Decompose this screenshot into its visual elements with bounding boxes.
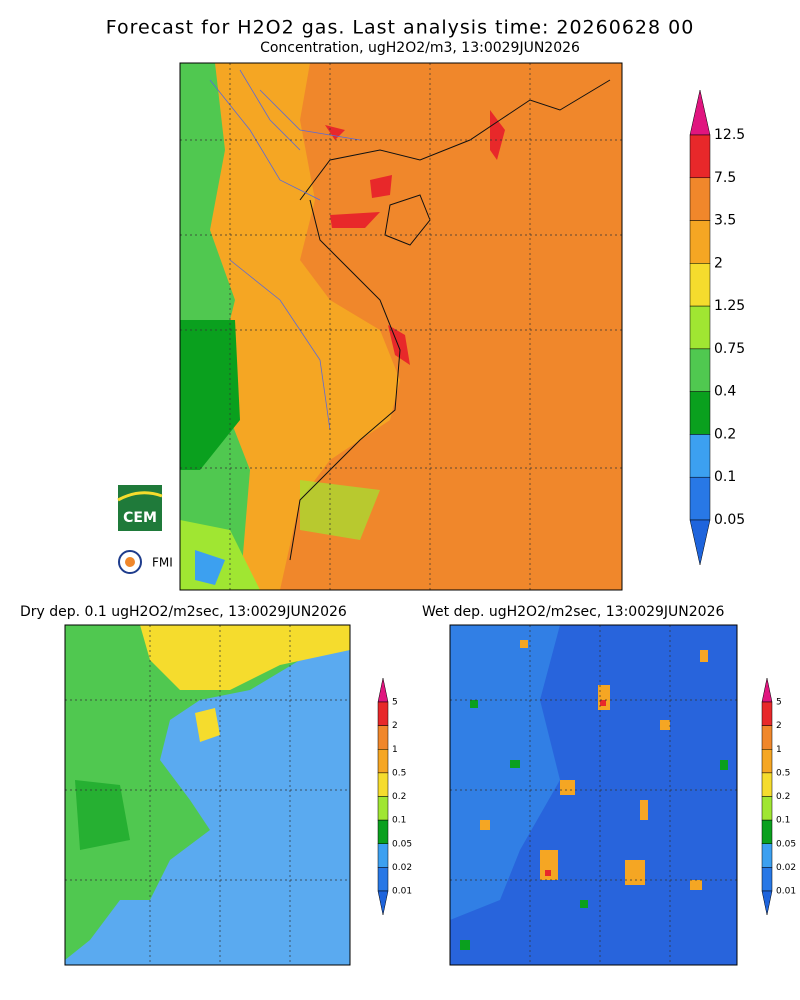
colorbar-label: 0.01: [392, 887, 412, 897]
colorbar-segment: [689, 263, 711, 307]
colorbar-segment: [761, 701, 773, 726]
colorbar-segment: [377, 819, 389, 844]
logo-cem: CEM: [117, 485, 163, 531]
colorbar-segment: [689, 391, 711, 435]
colorbar-segment: [377, 725, 389, 750]
colorbar-segment: [689, 476, 711, 521]
colorbar-triangle: [689, 89, 711, 136]
colorbar-segment: [761, 843, 773, 868]
colorbar-label: 2: [714, 255, 723, 271]
colorbar-triangle: [689, 519, 711, 566]
colorbar-label: 0.5: [392, 768, 406, 778]
colorbar-segment: [377, 843, 389, 868]
colorbar-triangle: [761, 890, 773, 916]
colorbar-label: 0.75: [714, 341, 745, 357]
wet-map: [449, 624, 738, 966]
colorbar-segment: [689, 305, 711, 350]
colorbar-label: 0.1: [714, 469, 736, 485]
colorbar-label: 0.2: [714, 426, 736, 442]
colorbar-segment: [761, 796, 773, 821]
colorbar-label: 1.25: [714, 298, 745, 314]
colorbar-segment: [761, 867, 773, 892]
colorbar-segment: [761, 749, 773, 774]
colorbar-label: 0.05: [776, 839, 796, 849]
subtitle: Concentration, ugH2O2/m3, 13:0029JUN2026: [260, 40, 580, 56]
colorbar-segment: [689, 177, 711, 221]
colorbar-segment: [761, 772, 773, 797]
colorbar-label: 0.5: [776, 768, 790, 778]
colorbar-segment: [377, 749, 389, 774]
colorbar-segment: [377, 772, 389, 797]
colorbar-segment: [377, 701, 389, 726]
colorbar-triangle: [377, 890, 389, 916]
colorbar-label: 7.5: [714, 170, 736, 186]
colorbar-label: 0.1: [392, 816, 406, 826]
colorbar-segment: [689, 434, 711, 478]
colorbar-triangle: [761, 677, 773, 703]
colorbar-label: 2: [776, 721, 782, 731]
colorbar-label: 1: [776, 745, 782, 755]
colorbar-label: 0.2: [776, 792, 790, 802]
colorbar-label: 5: [776, 698, 782, 708]
colorbar-segment: [761, 819, 773, 844]
colorbar-label: 0.05: [392, 839, 412, 849]
colorbar-label: 12.5: [714, 127, 745, 143]
logo-fmi: FMI: [118, 550, 173, 574]
colorbar-segment: [377, 796, 389, 821]
colorbar-triangle: [377, 677, 389, 703]
colorbar-label: 2: [392, 721, 398, 731]
colorbar-segment: [689, 348, 711, 392]
dry-map: [64, 624, 351, 966]
colorbar-label: 0.05: [714, 512, 745, 528]
colorbar-label: 0.01: [776, 887, 796, 897]
colorbar-label: 0.1: [776, 816, 790, 826]
colorbar-label: 1: [392, 745, 398, 755]
colorbar-segment: [689, 134, 711, 179]
colorbar-label: 0.4: [714, 384, 736, 400]
colorbar-label: 0.2: [392, 792, 406, 802]
main-map: [179, 62, 623, 591]
colorbar-segment: [761, 725, 773, 750]
colorbar-label: 0.02: [392, 863, 412, 873]
colorbar-segment: [689, 220, 711, 264]
map-title: Wet dep. ugH2O2/m2sec, 13:0029JUN2026: [422, 604, 724, 620]
colorbar-label: 0.02: [776, 863, 796, 873]
logo-text: FMI: [152, 556, 173, 570]
colorbar-label: 5: [392, 698, 398, 708]
colorbar-segment: [377, 867, 389, 892]
logo-text: CEM: [123, 510, 157, 526]
colorbar-label: 3.5: [714, 213, 736, 229]
map-title: Dry dep. 0.1 ugH2O2/m2sec, 13:0029JUN202…: [20, 604, 347, 620]
title: Forecast for H2O2 gas. Last analysis tim…: [106, 17, 695, 39]
